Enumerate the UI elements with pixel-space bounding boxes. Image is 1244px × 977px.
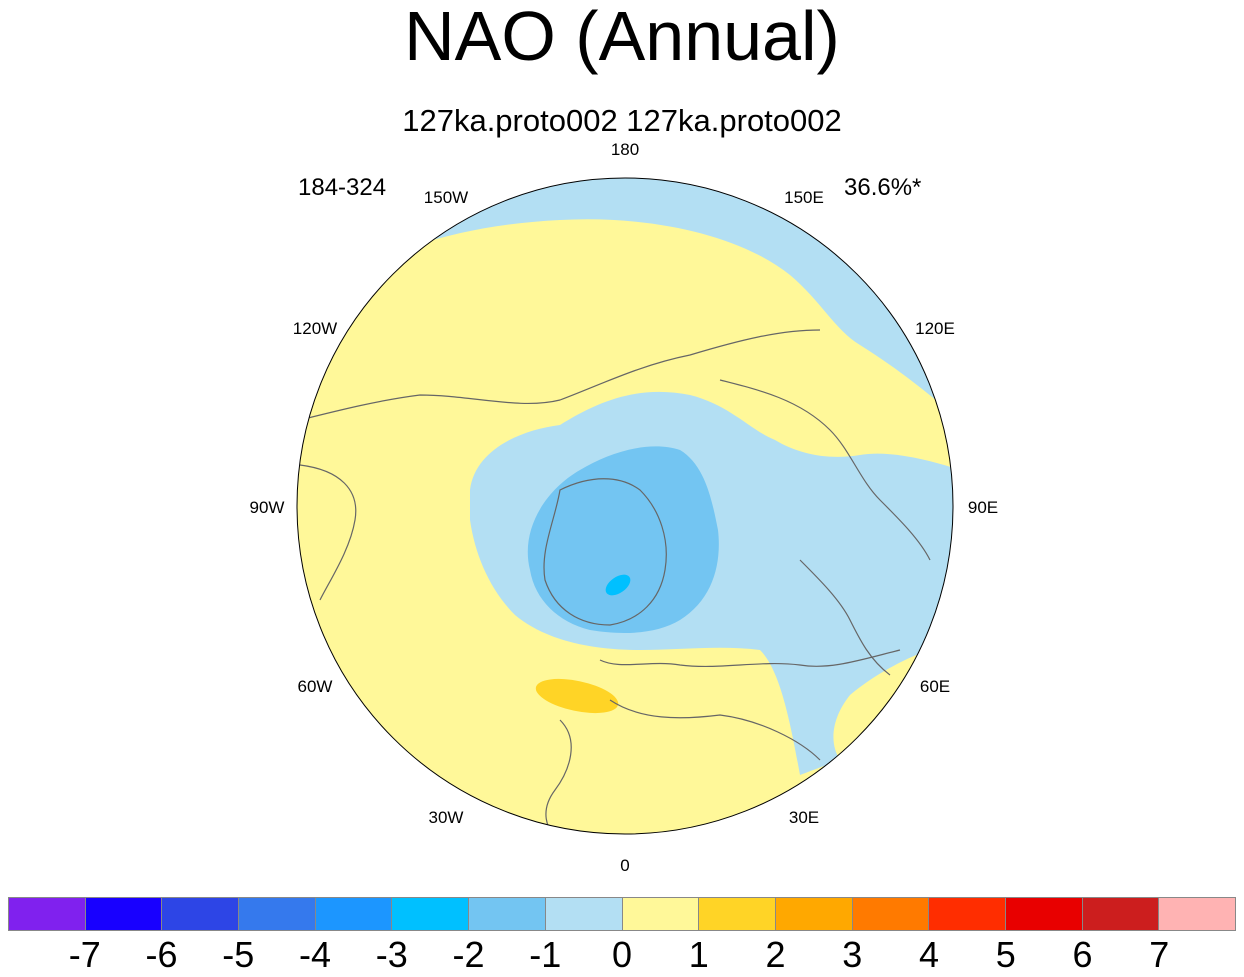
longitude-label: 60W — [298, 677, 333, 696]
map-title: NAO (Annual) — [404, 0, 840, 75]
colorbar-label: -3 — [375, 934, 408, 975]
colorbar-label: 6 — [1072, 934, 1093, 975]
colorbar-box — [315, 898, 393, 930]
longitude-label: 30E — [789, 808, 819, 827]
map-border — [296, 177, 954, 835]
map-subtitle: 127ka.proto002 127ka.proto002 — [402, 103, 842, 138]
colorbar-label: 7 — [1149, 934, 1170, 975]
longitude-label: 30W — [429, 808, 464, 827]
colorbar-box — [239, 898, 316, 930]
longitude-label: 150W — [424, 188, 468, 207]
longitude-label: 150E — [784, 188, 824, 207]
colorbar-label: 1 — [688, 934, 709, 975]
longitude-label: 0 — [620, 856, 629, 875]
colorbar-label: 2 — [765, 934, 786, 975]
colorbar-box — [775, 898, 853, 930]
colorbar-box — [9, 898, 86, 930]
anomaly-greenland-peak — [605, 574, 631, 596]
colorbar-label: -5 — [222, 934, 255, 975]
colorbar-box — [469, 898, 546, 930]
colorbar-box — [1082, 898, 1160, 930]
colorbar-box — [392, 898, 470, 930]
longitude-label: 120W — [293, 319, 337, 338]
colorbar-box — [929, 898, 1006, 930]
colorbar-label: -6 — [145, 934, 178, 975]
longitude-labels: 180 150E 120E 90E 60E 30E 0 30W 60W 90W 120W 150W — [250, 140, 999, 875]
colorbar-label: 0 — [611, 934, 633, 975]
anomaly-azores — [535, 678, 619, 714]
longitude-label: 90E — [968, 498, 998, 517]
variance-label: 36.6%* — [844, 174, 922, 201]
colorbar-box — [852, 898, 930, 930]
colorbar-box — [699, 898, 776, 930]
longitude-label: 180 — [611, 140, 639, 159]
colorbar-label: -7 — [68, 934, 101, 975]
coastlines — [299, 329, 931, 834]
colorbar-label: -2 — [452, 934, 485, 975]
longitude-label: 60E — [920, 677, 950, 696]
colorbar — [8, 897, 1236, 931]
years-label: 184-324 — [298, 174, 387, 201]
anomaly-greenland-core — [527, 446, 719, 633]
colorbar-label: 4 — [918, 934, 940, 975]
colorbar-box — [85, 898, 163, 930]
colorbar-label: -1 — [529, 934, 562, 975]
longitude-label: 90W — [250, 498, 285, 517]
colorbar-box — [1005, 898, 1083, 930]
colorbar-box — [545, 898, 623, 930]
colorbar-label: 5 — [995, 934, 1016, 975]
colorbar-label: 3 — [842, 934, 863, 975]
colorbar-box — [1159, 898, 1235, 930]
colorbar-box — [162, 898, 240, 930]
colorbar-label: -4 — [298, 934, 331, 975]
longitude-label: 120E — [915, 319, 955, 338]
anomaly-north-pacific — [297, 178, 953, 420]
colorbar-box — [622, 898, 700, 930]
